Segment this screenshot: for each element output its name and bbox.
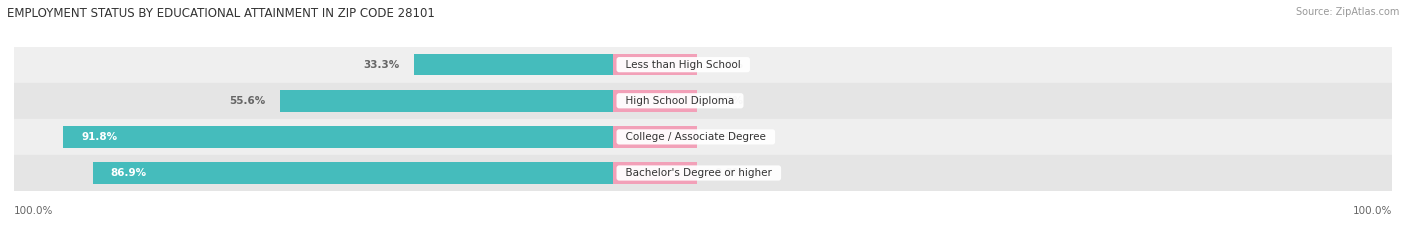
Bar bbox=[63, 126, 613, 148]
Text: 86.9%: 86.9% bbox=[111, 168, 146, 178]
Text: EMPLOYMENT STATUS BY EDUCATIONAL ATTAINMENT IN ZIP CODE 28101: EMPLOYMENT STATUS BY EDUCATIONAL ATTAINM… bbox=[7, 7, 434, 20]
Bar bbox=[613, 162, 697, 184]
Bar bbox=[613, 54, 697, 75]
Bar bbox=[14, 83, 1392, 119]
Bar bbox=[14, 47, 1392, 83]
Text: 100.0%: 100.0% bbox=[14, 206, 53, 216]
Bar bbox=[613, 90, 697, 112]
Text: 0.0%: 0.0% bbox=[716, 96, 744, 106]
Bar bbox=[413, 54, 613, 75]
Text: 0.0%: 0.0% bbox=[716, 60, 744, 70]
Text: Less than High School: Less than High School bbox=[619, 60, 748, 70]
Bar bbox=[14, 119, 1392, 155]
Text: 33.3%: 33.3% bbox=[363, 60, 399, 70]
Text: College / Associate Degree: College / Associate Degree bbox=[619, 132, 772, 142]
Text: 0.0%: 0.0% bbox=[716, 132, 744, 142]
Text: 55.6%: 55.6% bbox=[229, 96, 266, 106]
Text: 0.0%: 0.0% bbox=[716, 168, 744, 178]
Text: 91.8%: 91.8% bbox=[82, 132, 117, 142]
Bar bbox=[93, 162, 613, 184]
Text: Bachelor's Degree or higher: Bachelor's Degree or higher bbox=[619, 168, 779, 178]
Text: Source: ZipAtlas.com: Source: ZipAtlas.com bbox=[1295, 7, 1399, 17]
Bar bbox=[280, 90, 613, 112]
Text: High School Diploma: High School Diploma bbox=[619, 96, 741, 106]
Text: 100.0%: 100.0% bbox=[1353, 206, 1392, 216]
Bar bbox=[613, 126, 697, 148]
Bar bbox=[14, 155, 1392, 191]
